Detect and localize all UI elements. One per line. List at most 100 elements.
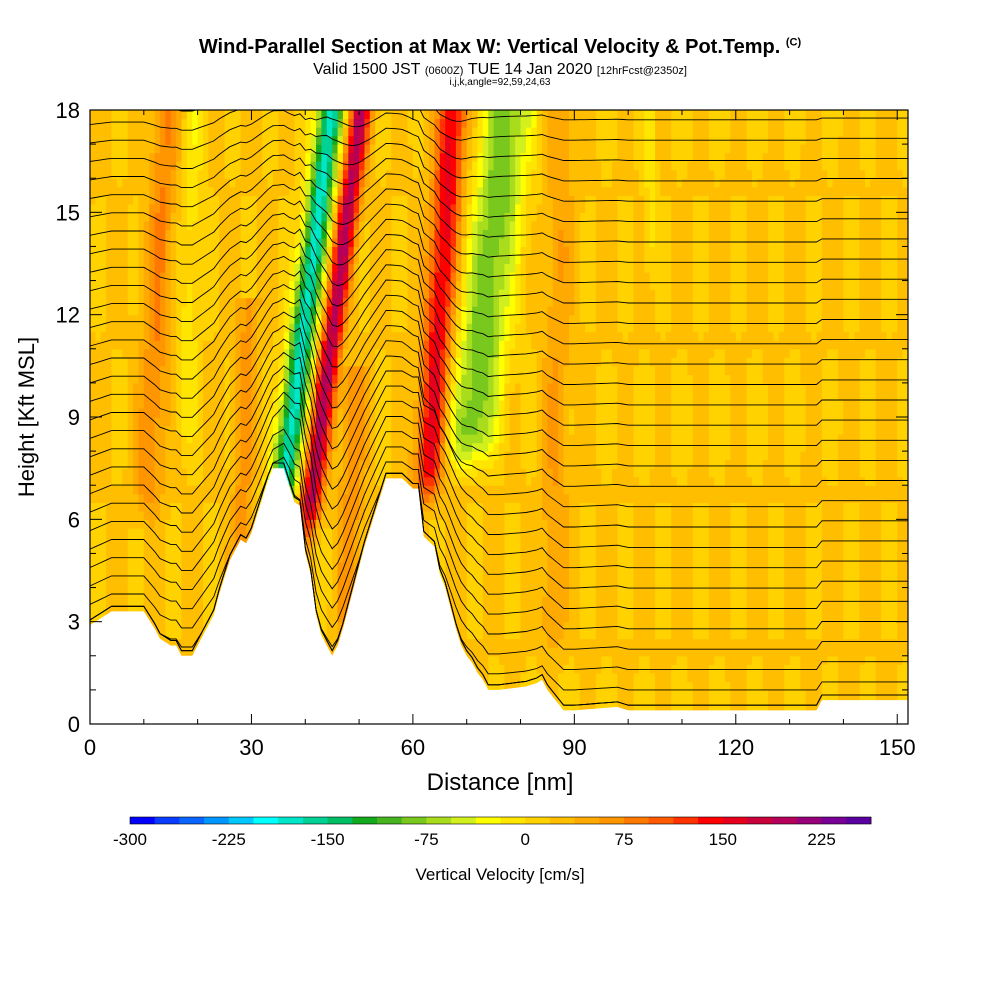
velocity-cell (106, 289, 113, 299)
velocity-cell (283, 340, 290, 350)
velocity-cell (186, 382, 193, 393)
velocity-cell (412, 280, 419, 290)
velocity-cell (429, 331, 436, 341)
velocity-cell (439, 152, 446, 162)
velocity-cell (455, 297, 462, 307)
velocity-cell (262, 425, 269, 435)
velocity-cell (369, 152, 376, 162)
velocity-cell (369, 169, 376, 179)
velocity-cell (133, 604, 140, 614)
velocity-cell (423, 348, 430, 358)
velocity-cell (423, 408, 430, 418)
velocity-cell (256, 459, 263, 469)
velocity-cell (138, 263, 145, 273)
velocity-cell (342, 544, 349, 555)
velocity-cell (326, 254, 333, 265)
velocity-cell (235, 399, 242, 410)
velocity-cell (133, 237, 140, 248)
velocity-cell (165, 468, 172, 478)
velocity-cell (154, 220, 161, 230)
velocity-cell (267, 382, 274, 393)
velocity-cell (127, 536, 134, 546)
velocity-cell (407, 374, 414, 384)
velocity-cell (337, 604, 344, 614)
velocity-cell (95, 613, 102, 623)
velocity-cell (434, 178, 441, 188)
velocity-cell (455, 280, 462, 290)
velocity-cell (262, 246, 269, 256)
velocity-cell (122, 468, 129, 478)
velocity-cell (186, 621, 193, 631)
velocity-cell (321, 297, 328, 307)
velocity-cell (251, 127, 258, 137)
velocity-cell (359, 331, 366, 341)
velocity-cell (369, 399, 376, 410)
velocity-cell (256, 417, 263, 427)
velocity-cell (439, 178, 446, 188)
velocity-cell (332, 544, 339, 555)
velocity-cell (402, 357, 409, 367)
velocity-cell (133, 340, 140, 350)
velocity-cell (369, 203, 376, 213)
velocity-cell (138, 502, 145, 512)
velocity-cell (159, 169, 166, 179)
velocity-cell (289, 186, 296, 196)
velocity-cell (385, 417, 392, 427)
velocity-cell (412, 417, 419, 427)
velocity-cell (316, 135, 323, 145)
velocity-cell (256, 254, 263, 265)
velocity-cell (224, 442, 231, 452)
velocity-cell (229, 186, 236, 196)
velocity-cell (100, 544, 107, 555)
velocity-cell (353, 340, 360, 350)
velocity-cell (159, 587, 166, 597)
velocity-cell (375, 442, 382, 452)
velocity-cell (332, 485, 339, 495)
velocity-cell (369, 186, 376, 196)
velocity-cell (283, 331, 290, 341)
velocity-cell (149, 306, 156, 316)
velocity-cell (90, 220, 96, 230)
velocity-cell (111, 340, 118, 350)
velocity-cell (176, 237, 183, 248)
velocity-cell (106, 434, 113, 444)
velocity-cell (181, 220, 188, 230)
velocity-cell (138, 587, 145, 597)
velocity-cell (95, 510, 102, 520)
velocity-cell (348, 195, 355, 205)
velocity-cell (95, 340, 102, 350)
velocity-cell (106, 340, 113, 350)
velocity-cell (165, 408, 172, 418)
velocity-cell (326, 237, 333, 248)
velocity-cell (305, 340, 312, 350)
velocity-cell (278, 246, 285, 256)
velocity-cell (278, 195, 285, 205)
velocity-cell (267, 161, 274, 171)
velocity-cell (127, 544, 134, 555)
velocity-cell (154, 323, 161, 333)
velocity-cell (369, 357, 376, 367)
velocity-cell (192, 604, 199, 614)
velocity-cell (143, 127, 150, 137)
velocity-cell (203, 246, 209, 256)
velocity-cell (208, 280, 215, 290)
velocity-cell (267, 374, 274, 384)
velocity-cell (197, 152, 204, 162)
velocity-cell (122, 519, 129, 529)
velocity-cell (455, 331, 462, 341)
velocity-cell (262, 195, 269, 205)
velocity-cell (305, 417, 312, 427)
velocity-cell (332, 365, 339, 375)
velocity-cell (127, 442, 134, 452)
velocity-cell (348, 434, 355, 444)
velocity-cell (95, 425, 102, 435)
velocity-cell (450, 382, 457, 393)
velocity-cell (267, 306, 274, 316)
velocity-cell (321, 152, 328, 162)
velocity-cell (229, 391, 236, 401)
velocity-cell (439, 323, 446, 333)
velocity-cell (133, 144, 140, 154)
velocity-cell (192, 553, 199, 563)
velocity-cell (342, 527, 349, 537)
velocity-cell (111, 442, 118, 452)
